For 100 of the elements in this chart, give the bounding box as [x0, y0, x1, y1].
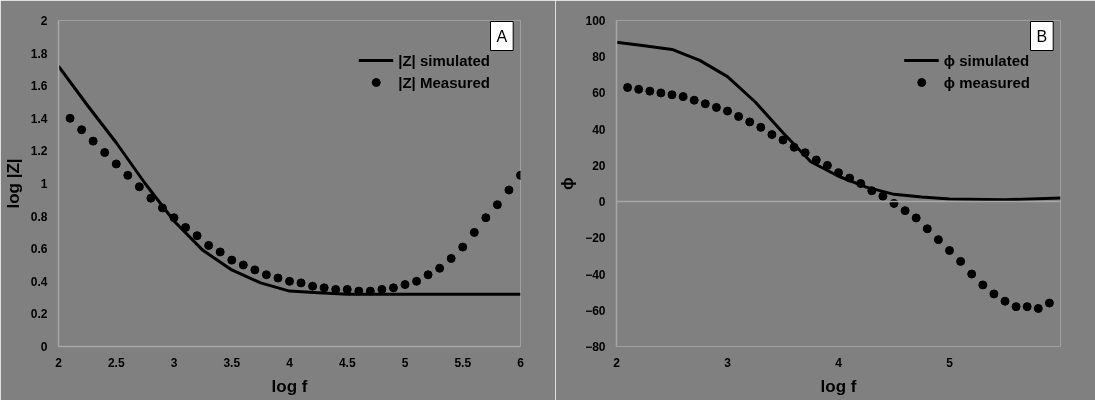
x-tick-label: 2: [55, 355, 63, 370]
point: [900, 206, 910, 216]
legend-label: |Z| simulated: [398, 51, 490, 69]
y-tick-label: 0: [598, 195, 606, 210]
point: [192, 231, 202, 241]
point: [481, 213, 491, 223]
x-tick-label: 2.5: [107, 355, 125, 370]
point: [215, 247, 225, 257]
point: [400, 280, 410, 290]
point: [469, 227, 479, 237]
annotation: B: [1036, 27, 1048, 45]
x-tick-label: 3.5: [223, 355, 241, 370]
point: [377, 284, 387, 294]
x-tick-label: 6: [517, 355, 525, 370]
point: [227, 255, 237, 265]
point: [88, 136, 98, 146]
point: [800, 148, 810, 158]
point: [911, 213, 921, 223]
point: [734, 112, 744, 121]
y-tick-label: 60: [592, 86, 606, 101]
y-tick-label: 0: [40, 340, 48, 354]
point: [446, 253, 456, 263]
y-tick-label: 1: [40, 177, 48, 191]
point: [134, 182, 144, 192]
point: [342, 284, 352, 294]
legend-label: ϕ measured: [943, 73, 1030, 91]
point: [956, 256, 966, 266]
point: [834, 168, 843, 178]
point: [319, 283, 329, 293]
point: [656, 88, 666, 98]
point: [331, 284, 341, 294]
point: [822, 160, 832, 170]
point: [238, 260, 248, 270]
y-axis-title: log |Z|: [3, 158, 23, 209]
point: [634, 84, 644, 94]
y-tick-label: −60: [585, 303, 606, 318]
point: [1000, 296, 1010, 306]
point: [261, 270, 271, 280]
y-tick-label: 1.4: [30, 111, 48, 126]
x-tick-label: 4.5: [338, 355, 356, 370]
point: [204, 240, 214, 250]
point: [967, 269, 977, 279]
point: [492, 200, 502, 210]
x-tick-label: 5: [946, 355, 954, 370]
annotation: A: [496, 27, 508, 45]
point: [767, 130, 777, 140]
x-axis-title: log f: [271, 376, 308, 396]
point: [1044, 298, 1054, 308]
point: [856, 179, 866, 188]
y-tick-label: 0.4: [30, 274, 48, 289]
y-tick-label: 1.6: [30, 79, 48, 94]
x-axis-title: log f: [820, 376, 857, 396]
point: [778, 135, 788, 145]
point: [745, 117, 755, 127]
point: [181, 223, 191, 232]
y-tick-label: −40: [585, 267, 606, 282]
point: [157, 203, 167, 213]
point: [423, 270, 433, 280]
point: [123, 170, 133, 180]
legend-label: ϕ simulated: [943, 51, 1030, 69]
x-tick-label: 5: [401, 355, 409, 370]
point: [978, 280, 988, 290]
point: [933, 235, 943, 245]
y-tick-label: 1.8: [30, 46, 48, 61]
point: [388, 283, 398, 293]
point: [623, 83, 633, 92]
y-tick-label: 0.8: [30, 209, 48, 224]
x-tick-label: 2: [613, 355, 621, 370]
point: [308, 281, 318, 291]
y-tick-label: 0.6: [30, 242, 48, 257]
legend-label: |Z| Measured: [398, 73, 490, 91]
point: [296, 278, 306, 288]
point: [756, 122, 766, 132]
point: [945, 246, 954, 255]
point: [878, 191, 888, 201]
point: [700, 99, 710, 109]
y-tick-label: 40: [592, 122, 606, 137]
point: [169, 213, 179, 223]
y-tick-label: 20: [592, 158, 606, 173]
point: [989, 289, 999, 299]
point: [77, 125, 87, 135]
point: [435, 263, 445, 273]
point: [922, 224, 932, 234]
y-tick-label: −20: [585, 231, 606, 246]
point: [100, 148, 110, 158]
x-tick-label: 3: [724, 355, 732, 370]
point: [689, 95, 699, 105]
point: [273, 273, 283, 283]
x-tick-label: 4: [835, 355, 843, 370]
point: [250, 265, 260, 275]
point: [111, 159, 121, 169]
point: [678, 92, 688, 102]
point: [1011, 302, 1021, 312]
point: [867, 186, 877, 196]
y-tick-label: 0.2: [30, 307, 48, 322]
point: [1033, 303, 1043, 313]
point: [1022, 302, 1032, 312]
y-tick-label: 80: [592, 50, 606, 65]
x-tick-label: 5.5: [454, 355, 472, 370]
point: [146, 193, 156, 203]
